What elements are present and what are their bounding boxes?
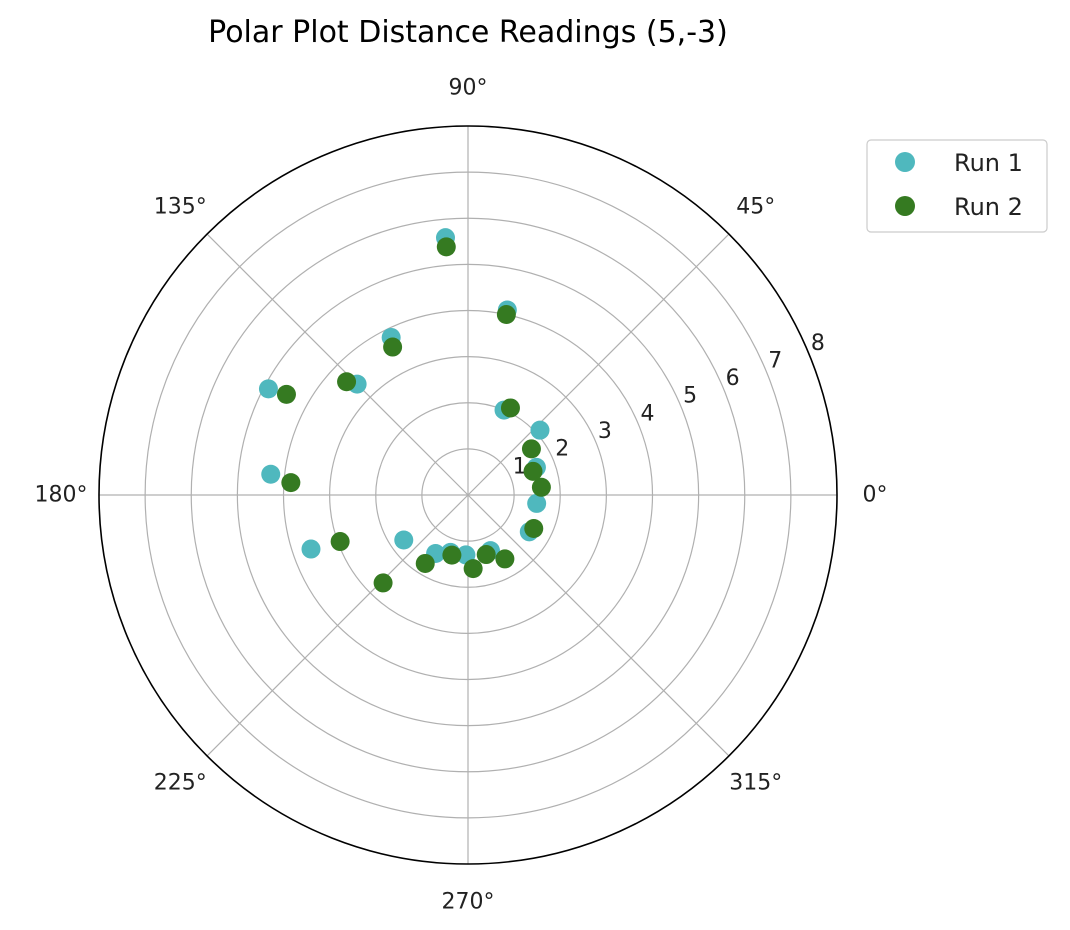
point-run-2-5 xyxy=(281,473,301,493)
theta-tick-label-90: 90° xyxy=(449,76,488,101)
point-run-2-3 xyxy=(337,372,357,392)
point-run-1-6 xyxy=(301,539,321,559)
radial-tick-label-5: 5 xyxy=(683,384,697,409)
theta-tick-label-270: 270° xyxy=(442,890,495,915)
angular-grid-line-225 xyxy=(206,494,469,757)
theta-tick-label-135: 135° xyxy=(154,195,207,220)
point-run-1-4 xyxy=(258,379,278,399)
point-run-2-1 xyxy=(496,305,516,325)
point-run-2-11 xyxy=(476,545,496,565)
radial-tick-label-2: 2 xyxy=(555,437,569,462)
polar-grid xyxy=(98,125,838,865)
data-points xyxy=(258,228,551,593)
point-run-2-10 xyxy=(463,559,483,579)
radial-tick-label-4: 4 xyxy=(640,401,654,426)
radial-tick-label-7: 7 xyxy=(768,348,782,373)
radial-tick-label-1: 1 xyxy=(513,454,527,479)
point-run-1-13 xyxy=(527,493,547,513)
radial-tick-labels: 1 2 3 4 5 6 7 8 xyxy=(513,331,825,480)
theta-tick-labels: 0° 45° 90° 135° 180° 225° 270° 315° xyxy=(35,76,888,915)
point-run-2-15 xyxy=(523,461,543,481)
series-run-2 xyxy=(276,237,551,593)
point-run-2-17 xyxy=(500,398,520,418)
legend-label-run-2: Run 2 xyxy=(954,193,1023,221)
theta-tick-label-315: 315° xyxy=(729,770,782,795)
legend-label-run-1: Run 1 xyxy=(954,149,1023,177)
point-run-2-6 xyxy=(330,532,350,552)
point-run-1-15 xyxy=(530,420,550,440)
chart-title: Polar Plot Distance Readings (5,-3) xyxy=(208,15,728,50)
radial-tick-label-8: 8 xyxy=(811,331,825,356)
point-run-2-0 xyxy=(436,237,456,257)
radial-tick-label-6: 6 xyxy=(726,366,740,391)
angular-grid-line-45 xyxy=(467,233,730,496)
point-run-2-2 xyxy=(383,337,403,357)
theta-tick-label-0: 0° xyxy=(863,483,888,508)
angular-grid-line-135 xyxy=(206,233,469,496)
theta-tick-label-225: 225° xyxy=(154,770,207,795)
point-run-2-14 xyxy=(531,477,551,497)
polar-outer-ring xyxy=(98,125,838,865)
series-run-1 xyxy=(258,228,550,565)
theta-tick-label-180: 180° xyxy=(35,483,88,508)
point-run-1-5 xyxy=(261,464,281,484)
point-run-2-12 xyxy=(495,549,515,569)
angular-grid-line-315 xyxy=(467,494,730,757)
point-run-2-16 xyxy=(521,439,541,459)
point-run-2-13 xyxy=(524,519,544,539)
legend-marker-run-1 xyxy=(895,152,915,172)
theta-tick-label-45: 45° xyxy=(736,195,775,220)
point-run-2-8 xyxy=(415,553,435,573)
point-run-1-7 xyxy=(394,530,414,550)
radial-tick-label-3: 3 xyxy=(598,419,612,444)
legend-marker-run-2 xyxy=(895,196,915,216)
point-run-2-7 xyxy=(373,573,393,593)
point-run-2-9 xyxy=(442,545,462,565)
point-run-2-4 xyxy=(276,384,296,404)
legend: Run 1 Run 2 xyxy=(866,139,1048,233)
